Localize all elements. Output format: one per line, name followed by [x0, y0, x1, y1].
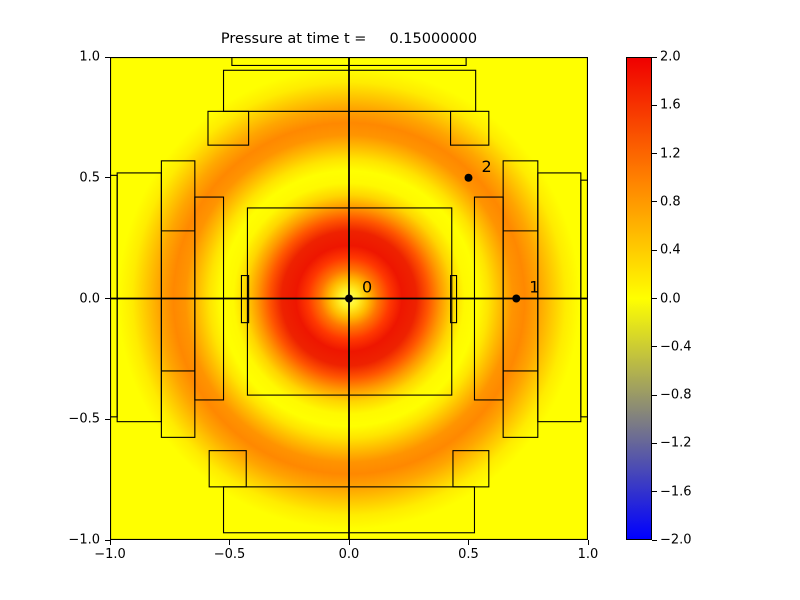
x-axis-tick: [109, 540, 111, 545]
y-axis-tick-label: 0.5: [79, 170, 100, 186]
pressure-field-canvas: 0 1 2: [110, 57, 588, 540]
colorbar-tick-label: −1.6: [660, 484, 692, 500]
gauge-dot: [512, 294, 521, 303]
amr-patch-outline: [208, 450, 247, 488]
colorbar-tick-label: 0.0: [660, 291, 681, 306]
colorbar-tick-label: −0.4: [660, 339, 692, 355]
colorbar-tick: [652, 442, 657, 444]
y-axis-tick: [105, 177, 110, 179]
gauge-label: 0: [362, 278, 372, 297]
y-axis-tick-label: 1.0: [79, 49, 100, 65]
colorbar-tick: [652, 346, 657, 348]
colorbar-tick: [652, 539, 657, 541]
colorbar-tick: [652, 491, 657, 493]
x-axis-tick: [348, 540, 350, 545]
amr-patch-outline: [452, 450, 490, 488]
colorbar-tick: [652, 298, 657, 299]
x-axis-tick-label: 0.0: [338, 547, 360, 562]
colorbar-tick: [652, 249, 657, 251]
y-axis-tick-label: 0.0: [79, 291, 100, 306]
gauge-dot: [464, 173, 473, 182]
plot-area: 0 1 2: [110, 57, 588, 540]
colorbar-tick-label: 2.0: [660, 49, 681, 65]
colorbar-tick: [652, 104, 657, 106]
colorbar-tick-label: 0.4: [660, 242, 681, 258]
gauge-dot: [345, 294, 353, 303]
y-axis-tick: [105, 418, 110, 420]
y-axis-tick: [105, 56, 110, 58]
colorbar-tick-label: −0.8: [660, 387, 692, 403]
colorbar-tick: [652, 394, 657, 396]
x-axis-tick-label: −0.5: [213, 547, 246, 562]
colorbar-tick-label: 0.8: [660, 194, 681, 210]
gauge-label: 2: [482, 157, 492, 176]
y-axis-tick-label: −0.5: [68, 411, 100, 427]
y-axis-tick-label: −1.0: [68, 532, 100, 548]
axes-frame: [110, 57, 588, 540]
colorbar-tick-label: 1.2: [660, 146, 681, 162]
y-axis-tick: [105, 298, 110, 299]
amr-patch-outline: [110, 174, 118, 418]
x-axis-tick-label: −1.0: [94, 547, 126, 562]
y-axis-tick: [105, 539, 110, 541]
colorbar-tick-label: −1.2: [660, 435, 692, 451]
x-axis-tick-label: 0.5: [458, 547, 479, 562]
plot-title: Pressure at time t = 0.15000000: [220, 31, 478, 47]
colorbar: [626, 57, 652, 540]
colorbar-tick-label: −2.0: [660, 532, 692, 548]
x-axis-tick: [229, 540, 230, 545]
colorbar-tick-label: 1.6: [660, 97, 681, 113]
amr-patch-outline: [450, 110, 490, 146]
amr-patch-outline: [207, 110, 250, 146]
x-axis-tick: [468, 540, 469, 545]
colorbar-tick: [652, 153, 657, 155]
gauge-label: 1: [529, 278, 539, 297]
colorbar-tick: [652, 56, 657, 58]
x-axis-tick-label: 1.0: [577, 547, 599, 562]
x-axis-tick: [587, 540, 589, 545]
colorbar-tick: [652, 201, 657, 203]
